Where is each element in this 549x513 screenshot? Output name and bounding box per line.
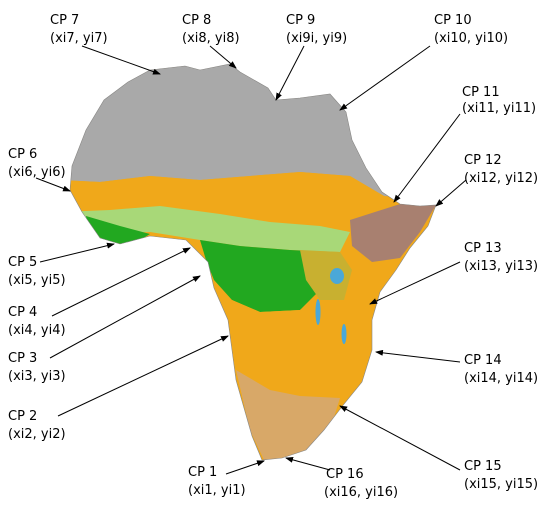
cp3-label: CP 3 (8, 351, 37, 366)
cp6-coord: (xi6, yi6) (8, 165, 66, 180)
cp11-arrow (393, 113, 461, 203)
cp12-coord: (xi12, yi12) (464, 171, 538, 186)
control-point-arrows (35, 45, 467, 475)
lake-malawi (341, 324, 347, 344)
cp4-arrow (51, 247, 191, 317)
cp14-label: CP 14 (464, 353, 502, 368)
cp5-coord: (xi5, yi5) (8, 273, 66, 288)
cp6-label: CP 6 (8, 147, 37, 162)
continent-landmass (70, 64, 436, 460)
cp7-label: CP 7 (50, 13, 79, 28)
cp10-label: CP 10 (434, 13, 472, 28)
cp2-label: CP 2 (8, 409, 37, 424)
cp8-arrow (209, 45, 237, 69)
continent-outline (69, 63, 437, 461)
cp1-coord: (xi1, yi1) (188, 483, 246, 498)
cp13-label: CP 13 (464, 241, 502, 256)
cp2-arrow (57, 335, 229, 417)
cp15-arrow (339, 405, 461, 471)
cp13-coord: (xi13, yi13) (464, 259, 538, 274)
cp8-coord: (xi8, yi8) (182, 31, 240, 46)
cp15-coord: (xi15, yi15) (464, 477, 538, 492)
southern-shrubland (236, 370, 340, 460)
cp14-arrow (375, 349, 461, 363)
cp11-coord: (xi11, yi11) (462, 101, 536, 116)
cp7-coord: (xi7, yi7) (50, 31, 108, 46)
cp1-arrow (225, 460, 265, 475)
congo-forest-region (200, 240, 330, 312)
cp3-coord: (xi3, yi3) (8, 369, 66, 384)
cp16-coord: (xi16, yi16) (324, 485, 398, 500)
ethiopian-highlands (350, 204, 436, 262)
cp5-arrow (39, 242, 115, 263)
cp1-label: CP 1 (188, 465, 217, 480)
cp5-label: CP 5 (8, 255, 37, 270)
east-africa-mixed (300, 250, 352, 300)
cp2-coord: (xi2, yi2) (8, 427, 66, 442)
cp15-label: CP 15 (464, 459, 502, 474)
cp9-arrow (275, 45, 305, 101)
cp9-coord: (xi9i, yi9) (286, 31, 347, 46)
cp16-label: CP 16 (326, 467, 364, 482)
cp13-arrow (369, 261, 461, 305)
control-point-labels: CP 1 (xi1, yi1) CP 2 (xi2, yi2) CP 3 (xi… (8, 13, 538, 500)
cp6-arrow (35, 177, 71, 192)
west-africa-grassland (70, 206, 350, 252)
sahel-savanna-band (70, 172, 384, 214)
cp16-arrow (285, 456, 331, 471)
cp12-label: CP 12 (464, 153, 502, 168)
cp10-arrow (339, 45, 431, 111)
lake-victoria (330, 268, 344, 284)
cp7-arrow (81, 45, 161, 75)
cp10-coord: (xi10, yi10) (434, 31, 508, 46)
cp8-label: CP 8 (182, 13, 211, 28)
lake-tanganyika (315, 299, 321, 325)
cp4-label: CP 4 (8, 305, 37, 320)
cp14-coord: (xi14, yi14) (464, 371, 538, 386)
cp4-coord: (xi4, yi4) (8, 323, 66, 338)
cp9-label: CP 9 (286, 13, 315, 28)
cp3-arrow (49, 275, 201, 359)
cp11-label: CP 11 (462, 85, 500, 100)
cp12-arrow (435, 179, 467, 207)
southern-savanna (232, 290, 372, 396)
